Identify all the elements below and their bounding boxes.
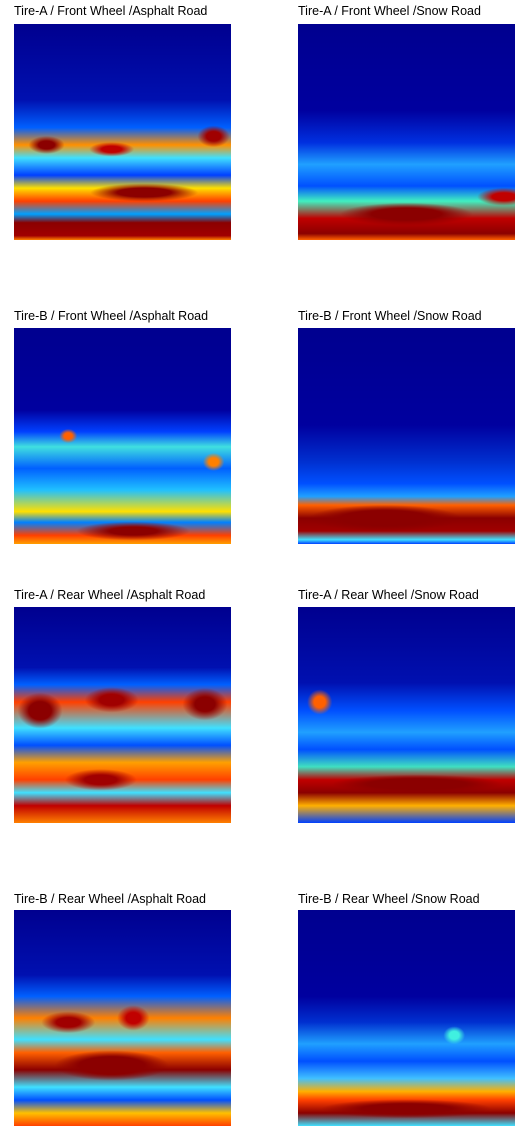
- panel-title: Tire-B / Front Wheel /Asphalt Road: [14, 309, 209, 323]
- scalogram: [298, 24, 515, 240]
- scalogram: [298, 328, 515, 544]
- panel-title: Tire-A / Front Wheel /Asphalt Road: [14, 4, 208, 18]
- scalogram: [14, 24, 231, 240]
- panel-title: Tire-A / Rear Wheel /Asphalt Road: [14, 588, 206, 602]
- panel-title: Tire-B / Front Wheel /Snow Road: [298, 309, 482, 323]
- scalogram: [14, 328, 231, 544]
- scalogram: [14, 910, 231, 1126]
- scalogram: [298, 910, 515, 1126]
- scalogram: [14, 607, 231, 823]
- scalogram: [298, 607, 515, 823]
- panel-title: Tire-B / Rear Wheel /Snow Road: [298, 892, 480, 906]
- panel-title: Tire-A / Rear Wheel /Snow Road: [298, 588, 479, 602]
- panel-title: Tire-A / Front Wheel /Snow Road: [298, 4, 481, 18]
- panel-title: Tire-B / Rear Wheel /Asphalt Road: [14, 892, 206, 906]
